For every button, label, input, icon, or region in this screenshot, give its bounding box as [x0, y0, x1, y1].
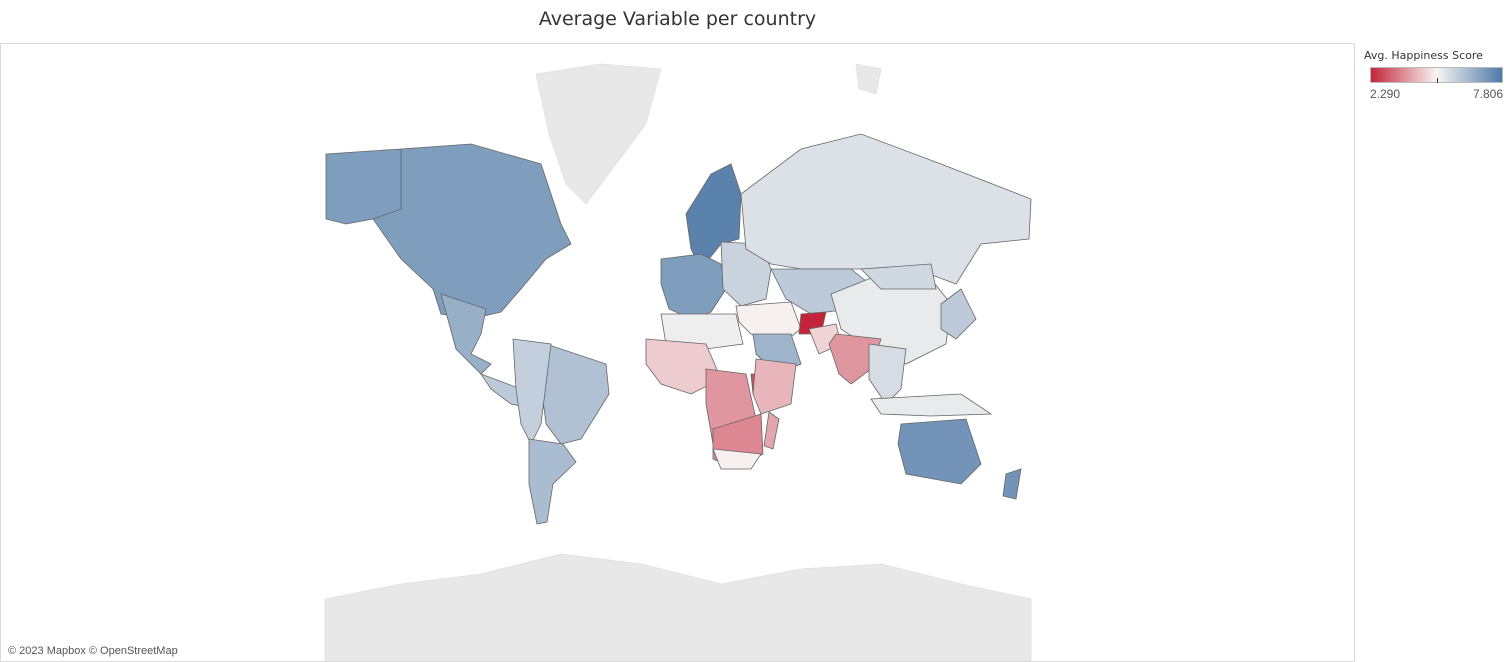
- country-svalbard[interactable]: [855, 63, 882, 95]
- country-mexico[interactable]: [440, 293, 492, 375]
- country-japan-and-korea[interactable]: [940, 288, 977, 340]
- country-india[interactable]: [828, 333, 882, 385]
- country-southeast-asia[interactable]: [868, 343, 907, 405]
- country-greenland[interactable]: [535, 63, 662, 205]
- country-north-america[interactable]: [372, 143, 572, 320]
- country-south-africa[interactable]: [712, 448, 762, 470]
- color-legend: Avg. Happiness Score 2.290 7.806: [1364, 49, 1504, 101]
- country-east-africa[interactable]: [752, 358, 797, 415]
- country-west-africa[interactable]: [645, 338, 722, 395]
- legend-max-label: 7.806: [1472, 87, 1503, 101]
- page-title: Average Variable per country: [538, 8, 817, 30]
- country-southern-cone[interactable]: [528, 438, 577, 525]
- country-alaska[interactable]: [325, 148, 402, 225]
- country-new-zealand[interactable]: [1002, 468, 1022, 500]
- country-mongolia[interactable]: [860, 263, 937, 290]
- legend-midpoint-tick: [1437, 78, 1438, 83]
- country-andean-south-america[interactable]: [512, 338, 552, 445]
- legend-title: Avg. Happiness Score: [1364, 49, 1483, 62]
- world-map[interactable]: [1, 44, 1354, 661]
- country-russia[interactable]: [740, 133, 1032, 285]
- country-layer[interactable]: [324, 63, 1032, 661]
- map-view[interactable]: © 2023 Mapbox © OpenStreetMap: [0, 43, 1355, 662]
- legend-color-ramp: [1370, 67, 1503, 83]
- country-north-africa[interactable]: [660, 313, 744, 350]
- country-brazil[interactable]: [540, 343, 610, 445]
- country-indonesia[interactable]: [870, 393, 993, 417]
- country-madagascar[interactable]: [763, 411, 780, 450]
- country-antarctica[interactable]: [324, 553, 1032, 661]
- legend-labels: 2.290 7.806: [1370, 87, 1503, 101]
- map-attribution[interactable]: © 2023 Mapbox © OpenStreetMap: [8, 645, 178, 657]
- country-western-europe[interactable]: [660, 253, 727, 320]
- legend-min-label: 2.290: [1370, 87, 1401, 101]
- country-australia[interactable]: [897, 418, 982, 485]
